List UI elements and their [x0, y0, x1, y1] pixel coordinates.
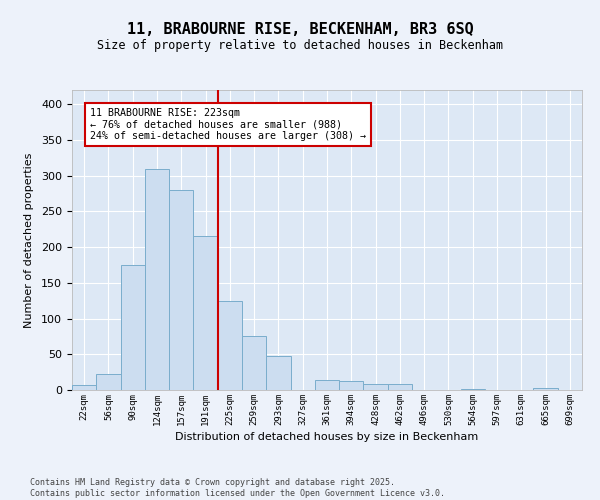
Bar: [169, 190, 193, 390]
Bar: [242, 336, 266, 390]
Bar: [533, 388, 558, 390]
Bar: [72, 385, 96, 390]
Bar: [266, 356, 290, 390]
Bar: [193, 236, 218, 390]
Bar: [339, 382, 364, 390]
Bar: [145, 168, 169, 390]
Bar: [96, 374, 121, 390]
Y-axis label: Number of detached properties: Number of detached properties: [24, 152, 34, 328]
Text: Size of property relative to detached houses in Beckenham: Size of property relative to detached ho…: [97, 39, 503, 52]
Bar: [364, 384, 388, 390]
Bar: [218, 300, 242, 390]
X-axis label: Distribution of detached houses by size in Beckenham: Distribution of detached houses by size …: [175, 432, 479, 442]
Text: Contains HM Land Registry data © Crown copyright and database right 2025.
Contai: Contains HM Land Registry data © Crown c…: [30, 478, 445, 498]
Text: 11 BRABOURNE RISE: 223sqm
← 76% of detached houses are smaller (988)
24% of semi: 11 BRABOURNE RISE: 223sqm ← 76% of detac…: [90, 108, 366, 141]
Bar: [461, 388, 485, 390]
Bar: [315, 380, 339, 390]
Text: 11, BRABOURNE RISE, BECKENHAM, BR3 6SQ: 11, BRABOURNE RISE, BECKENHAM, BR3 6SQ: [127, 22, 473, 38]
Bar: [388, 384, 412, 390]
Bar: [121, 265, 145, 390]
